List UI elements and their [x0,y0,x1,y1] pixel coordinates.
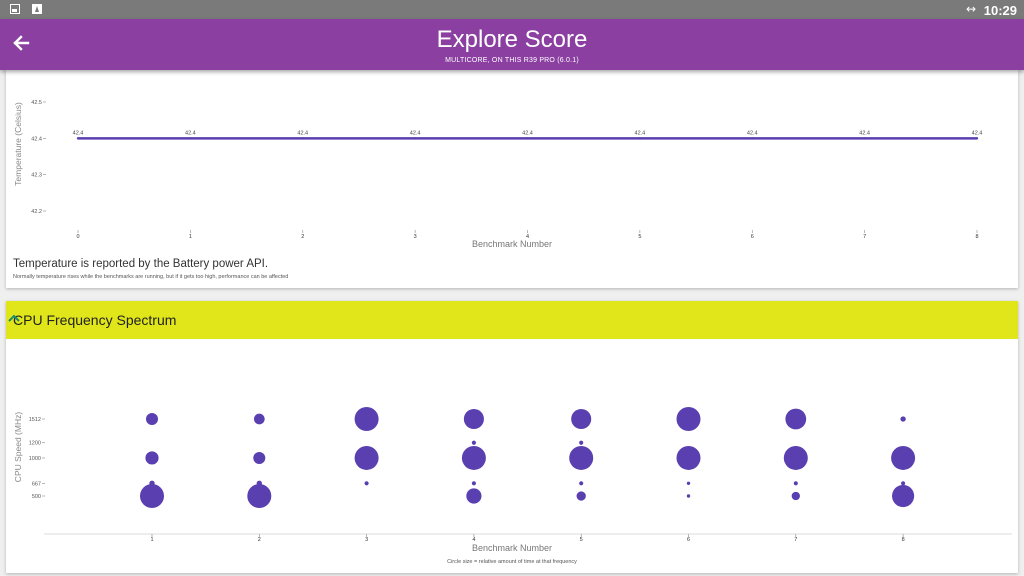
data-label: 42.4 [635,130,646,136]
frequency-bubble [579,481,584,486]
page-subtitle: MULTICORE, ON THIS R39 PRO (6.0.1) [445,57,579,64]
temperature-point [413,137,417,140]
y-tick-label: 1200 [29,441,41,447]
temperature-point [526,137,529,140]
y-tick-label: 42.2 [31,209,42,215]
page-title: Explore Score [436,26,588,53]
frequency-bubble [140,484,164,508]
x-axis-label: Benchmark Number [472,239,552,249]
frequency-bubble [676,445,701,470]
app-notification-icon [32,4,42,14]
app-bar: Explore Score MULTICORE, ON THIS R39 PRO… [0,19,1024,70]
frequency-bubble [783,445,808,470]
status-time: 10:29 [983,3,1017,18]
temperature-note: Temperature is reported by the Battery p… [13,258,269,270]
frequency-bubble [686,481,691,485]
frequency-bubble [466,488,482,504]
x-tick-label: 2 [301,234,304,240]
temperature-point [975,137,979,140]
frequency-bubble [253,451,266,464]
x-tick-label: 7 [863,234,866,240]
network-icon: ↔ [965,2,976,16]
cpu-frequency-card: CPU Frequency Spectrum 1512 1200 1000 667 50… [6,301,1018,573]
frequency-bubble [676,407,701,431]
x-tick-label: 8 [902,537,905,543]
frequency-bubble [247,484,272,508]
frequency-bubble [576,491,586,501]
cpu-frequency-header[interactable]: CPU Frequency Spectrum [6,301,1018,339]
x-tick-label: 2 [258,537,261,543]
temperature-point [638,137,642,140]
frequency-bubble [364,481,369,486]
x-tick-label: 5 [580,537,583,543]
x-tick-label: 3 [414,234,417,240]
temperature-card: 42.5 42.4 42.3 42.2 0 1 2 3 4 5 6 7 8 Benchmark Numbe… [6,70,1018,288]
frequency-bubble [354,407,379,431]
frequency-bubble [471,440,476,445]
back-button[interactable] [6,28,36,58]
x-tick-label: 6 [687,537,690,543]
image-notification-icon [10,4,20,14]
frequency-bubble [145,451,159,465]
temperature-point [863,137,866,140]
data-label: 42.4 [522,130,533,136]
frequency-bubble [354,445,379,470]
frequency-bubble [901,481,906,486]
frequency-bubble [785,408,807,430]
frequency-bubble [900,416,906,422]
y-tick-label: 1000 [29,456,41,462]
chart-caption: Circle size = relative amount of time at… [447,559,577,565]
frequency-bubble [571,408,592,430]
temperature-subnote: Normally temperature rises while the ben… [13,274,289,280]
x-axis-label: Benchmark Number [472,543,552,553]
y-tick-label: 667 [32,481,41,487]
frequency-bubble [793,481,798,486]
frequency-bubble [579,440,584,445]
cpu-frequency-chart: 1512 1200 1000 667 500 1 2 3 4 5 6 7 8 Benchmark Numb… [13,407,1012,565]
cpu-frequency-title: CPU Frequency Spectrum [13,312,177,328]
x-tick-label: 7 [794,537,797,543]
data-label: 42.4 [185,130,196,136]
back-arrow-icon [13,35,30,51]
x-tick-label: 1 [189,234,192,240]
frequency-bubble [463,408,484,430]
frequency-bubble [471,481,476,486]
frequency-bubble [461,445,486,470]
frequency-bubble [892,484,915,508]
x-tick-label: 3 [365,537,368,543]
y-tick-label: 500 [32,494,41,500]
y-tick-label: 42.3 [31,173,42,179]
temperature-point [751,137,754,140]
data-label: 42.4 [297,130,308,136]
x-tick-label: 5 [638,234,641,240]
y-tick-label: 1512 [29,417,41,423]
data-label: 42.4 [73,130,84,136]
x-tick-label: 6 [751,234,754,240]
temperature-point [189,137,192,140]
frequency-bubble [891,445,916,470]
chevron-up-icon[interactable] [6,310,22,326]
x-tick-label: 1 [150,537,153,543]
temperature-point [301,137,304,140]
temperature-chart: 42.5 42.4 42.3 42.2 0 1 2 3 4 5 6 7 8 Benchmark Numbe… [13,100,983,249]
x-tick-label: 8 [975,234,978,240]
frequency-bubble [686,494,691,498]
y-axis-label: CPU Speed (MHz) [13,412,23,483]
data-label: 42.4 [747,130,758,136]
frequency-bubble [146,413,158,425]
y-tick-label: 42.5 [31,100,42,106]
y-axis-label: Temperature (Celsius) [13,102,23,186]
status-bar: ↔ 10:29 [0,0,1024,19]
temperature-point [76,137,80,140]
data-label: 42.4 [410,130,421,136]
frequency-bubble [569,445,594,470]
y-tick-label: 42.4 [31,136,42,142]
frequency-bubble [791,491,800,501]
x-tick-label: 0 [76,234,79,240]
data-label: 42.4 [972,130,983,136]
data-label: 42.4 [859,130,870,136]
frequency-bubble [253,413,265,425]
x-tick-label: 4 [472,537,475,543]
x-tick-label: 4 [526,234,529,240]
